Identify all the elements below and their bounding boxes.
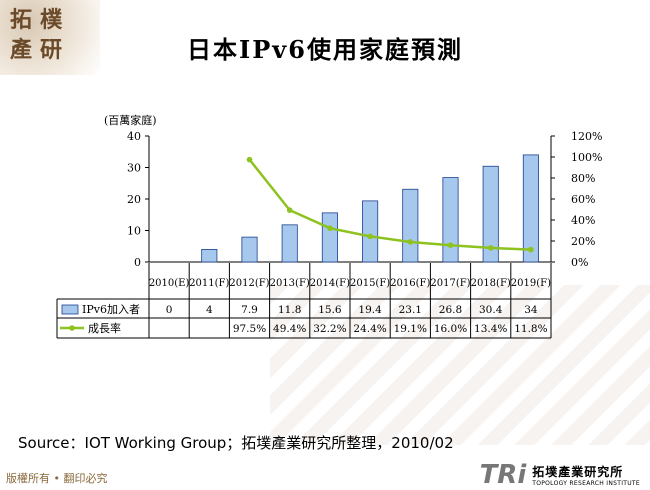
table-value-subscribers: 34	[524, 304, 538, 316]
bar	[321, 212, 338, 263]
bar	[522, 154, 539, 263]
growth-point	[407, 239, 414, 245]
table-value-growth: 97.5%	[233, 323, 266, 335]
growth-line	[248, 158, 531, 251]
growth-point	[286, 207, 293, 213]
bar	[201, 248, 218, 263]
y-tick-label-right: 60%	[571, 193, 595, 206]
y-tick-label-left: 30	[127, 162, 141, 175]
category-label: 2011(F)	[189, 278, 229, 289]
table-value-growth: 13.4%	[474, 323, 507, 335]
bar	[442, 177, 459, 263]
table-value-subscribers: 4	[206, 304, 213, 316]
y-tick-label-right: 40%	[571, 214, 595, 227]
y-tick-label-right: 120%	[571, 130, 602, 143]
page-title: 日本IPv6使用家庭預測	[187, 35, 463, 64]
source-note: Source：IOT Working Group；拓墣產業研究所整理，2010/…	[18, 434, 454, 452]
growth-point	[528, 246, 534, 253]
table-value-growth: 32.2%	[313, 323, 346, 335]
growth-point	[246, 156, 253, 163]
growth-point	[487, 245, 494, 251]
y-tick-label-right: 80%	[571, 172, 595, 185]
category-label: 2014(F)	[310, 278, 350, 289]
legend-label-bars: IPv6加入者	[82, 303, 140, 316]
logo: 拓 樸 產 研	[0, 0, 100, 75]
brand-logo: TRi 拓墣產業研究所 TOPOLOGY RESEARCH INSTITUTE	[480, 460, 640, 490]
table-value-subscribers: 7.9	[241, 304, 258, 316]
growth-point	[367, 233, 373, 240]
category-label: 2016(F)	[390, 278, 430, 289]
logo-char-2: 樸	[40, 7, 63, 33]
chart: (百萬家庭)0102030400%20%40%60%80%100%120%201…	[56, 113, 602, 339]
y-tick-label-left: 20	[127, 193, 141, 206]
category-label: 2017(F)	[430, 278, 470, 289]
table-value-growth: 24.4%	[353, 323, 386, 335]
table-value-growth: 49.4%	[273, 323, 306, 335]
copyright-notice: 版權所有 • 翻印必究	[6, 472, 108, 485]
category-label: 2012(F)	[229, 278, 269, 289]
table-value-growth: 16.0%	[434, 323, 467, 335]
logo-char-1: 拓	[10, 7, 33, 33]
table-value-growth: 11.8%	[514, 323, 547, 335]
legend-label-line: 成長率	[88, 321, 121, 335]
growth-point	[447, 242, 454, 248]
y-tick-label-right: 0%	[571, 256, 588, 269]
y-tick-label-right: 20%	[571, 235, 595, 248]
growth-point	[327, 225, 333, 231]
bar	[241, 236, 258, 263]
logo-char-4: 研	[40, 37, 63, 63]
category-label: 2018(F)	[471, 278, 511, 289]
category-label: 2010(E)	[149, 278, 190, 289]
table-value-subscribers: 19.4	[358, 304, 382, 316]
logo-char-3: 產	[10, 37, 33, 63]
bar	[362, 200, 379, 263]
bar	[281, 224, 298, 263]
table-value-subscribers: 30.4	[479, 304, 503, 316]
table-value-subscribers: 11.8	[278, 304, 301, 316]
brand-name-cn: 拓墣產業研究所	[532, 465, 624, 479]
brand-name-en: TOPOLOGY RESEARCH INSTITUTE	[532, 480, 640, 487]
y-tick-label-right: 100%	[571, 151, 602, 164]
table-value-subscribers: 26.8	[439, 304, 462, 316]
watermark	[270, 285, 650, 445]
y-tick-label-left: 10	[127, 225, 141, 238]
table-value-subscribers: 15.6	[318, 304, 342, 316]
bar	[482, 165, 499, 263]
category-label: 2019(F)	[511, 278, 551, 289]
bar	[402, 188, 419, 263]
legend-key-line-point	[69, 325, 75, 331]
legend-key-bars	[61, 304, 79, 315]
brand-mark: TRi	[479, 460, 527, 490]
table-value-growth: 19.1%	[394, 323, 427, 335]
y-tick-label-left: 40	[127, 130, 141, 143]
category-label: 2015(F)	[350, 278, 390, 289]
table-value-subscribers: 0	[166, 304, 173, 316]
y-unit-label: (百萬家庭)	[104, 113, 157, 127]
y-tick-label-left: 0	[134, 256, 141, 269]
category-label: 2013(F)	[270, 278, 310, 289]
table-value-subscribers: 23.1	[399, 304, 422, 316]
